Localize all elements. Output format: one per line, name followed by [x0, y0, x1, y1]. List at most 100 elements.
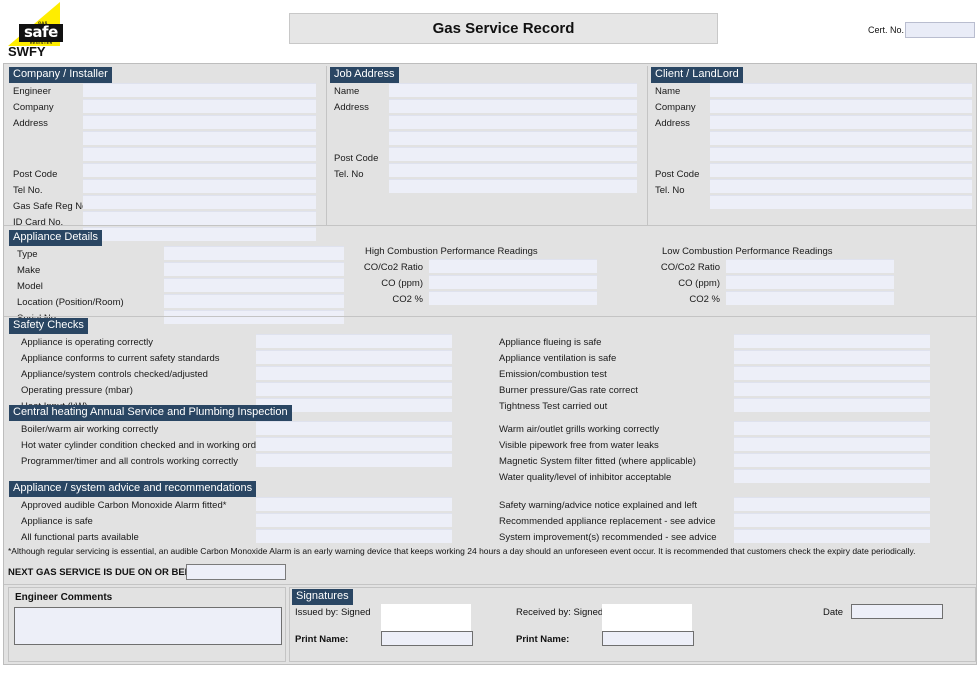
engineer-comments-heading: Engineer Comments	[15, 592, 113, 603]
input-heating-l3[interactable]	[256, 453, 452, 467]
signature-pad-issued-by[interactable]	[381, 604, 471, 632]
input-job-address-4[interactable]	[389, 147, 637, 161]
input-job-post-code[interactable]	[389, 163, 637, 177]
label-received-by-signed: Received by: Signed	[516, 607, 604, 618]
input-high-co-ppm[interactable]	[429, 275, 597, 289]
input-client-company[interactable]	[710, 99, 972, 113]
input-low-co2-percent[interactable]	[726, 291, 894, 305]
input-client-address-4[interactable]	[710, 163, 972, 177]
input-client-tel-no[interactable]	[710, 195, 972, 209]
input-heating-r2[interactable]	[734, 437, 930, 451]
input-advice-r1[interactable]	[734, 497, 930, 511]
input-advice-l1[interactable]	[256, 497, 452, 511]
label-id-card-no: ID Card No.	[13, 217, 64, 228]
label-safety-r2: Appliance ventilation is safe	[499, 353, 617, 364]
input-company-company[interactable]	[83, 99, 316, 113]
section-header-safety: Safety Checks	[9, 318, 88, 334]
label-issued-print-name: Print Name:	[295, 634, 349, 645]
signature-pad-received-by[interactable]	[602, 604, 692, 632]
label-high-co2-percent: CO2 %	[392, 294, 423, 305]
input-advice-r2[interactable]	[734, 513, 930, 527]
label-advice-r3: System improvement(s) recommended - see …	[499, 532, 717, 543]
input-company-address-2[interactable]	[83, 131, 316, 145]
input-client-post-code[interactable]	[710, 179, 972, 193]
input-safety-l2[interactable]	[256, 350, 452, 364]
label-high-co-co2-ratio: CO/Co2 Ratio	[363, 262, 423, 273]
label-heating-l1: Boiler/warm air working correctly	[21, 424, 159, 435]
label-high-co-ppm: CO (ppm)	[381, 278, 423, 289]
input-safety-r3[interactable]	[734, 366, 930, 380]
label-safety-l4: Operating pressure (mbar)	[21, 385, 133, 396]
input-safety-r2[interactable]	[734, 350, 930, 364]
label-low-co2-percent: CO2 %	[689, 294, 720, 305]
input-advice-l2[interactable]	[256, 513, 452, 527]
input-client-address-3[interactable]	[710, 147, 972, 161]
input-low-co-ppm[interactable]	[726, 275, 894, 289]
form-panel: Company / Installer Engineer Company Add…	[3, 63, 977, 665]
cert-no-input[interactable]	[905, 22, 975, 38]
page-title: Gas Service Record	[289, 13, 718, 44]
input-appliance-model[interactable]	[164, 278, 344, 292]
input-safety-r5[interactable]	[734, 398, 930, 412]
input-company-id-card-no[interactable]	[83, 227, 316, 241]
input-advice-r3[interactable]	[734, 529, 930, 543]
input-heating-l2[interactable]	[256, 437, 452, 451]
label-appliance-type: Type	[17, 249, 38, 260]
input-safety-l5[interactable]	[256, 398, 452, 412]
input-client-address-2[interactable]	[710, 131, 972, 145]
input-company-post-code[interactable]	[83, 179, 316, 193]
input-high-co-co2-ratio[interactable]	[429, 259, 597, 273]
input-heating-r1[interactable]	[734, 421, 930, 435]
input-appliance-serial[interactable]	[164, 310, 344, 324]
input-safety-l4[interactable]	[256, 382, 452, 396]
input-job-address-1[interactable]	[389, 99, 637, 113]
label-advice-l3: All functional parts available	[21, 532, 139, 543]
input-issued-print-name[interactable]	[381, 631, 473, 646]
label-safety-r1: Appliance flueing is safe	[499, 337, 602, 348]
label-heating-r2: Visible pipework free from water leaks	[499, 440, 659, 451]
input-low-co-co2-ratio[interactable]	[726, 259, 894, 273]
input-safety-r1[interactable]	[734, 334, 930, 348]
input-high-co2-percent[interactable]	[429, 291, 597, 305]
input-job-name[interactable]	[389, 83, 637, 97]
divider-1	[326, 66, 327, 226]
label-address: Address	[13, 118, 48, 129]
gas-safe-register-logo: GAS safe REGISTER SWFY	[8, 2, 70, 59]
label-company: Company	[13, 102, 54, 113]
footnote-text: *Although regular servicing is essential…	[8, 546, 916, 556]
logo-safe-text: safe	[19, 24, 63, 42]
input-appliance-make[interactable]	[164, 262, 344, 276]
input-appliance-location[interactable]	[164, 294, 344, 308]
input-job-address-3[interactable]	[389, 131, 637, 145]
label-client-post-code: Post Code	[655, 169, 700, 180]
label-safety-r5: Tightness Test carried out	[499, 401, 608, 412]
input-job-tel-no[interactable]	[389, 179, 637, 193]
input-company-address-1[interactable]	[83, 115, 316, 129]
input-company-address-4[interactable]	[83, 163, 316, 177]
input-company-gas-safe-reg[interactable]	[83, 211, 316, 225]
input-received-print-name[interactable]	[602, 631, 694, 646]
next-service-date-input[interactable]	[186, 564, 286, 580]
input-appliance-type[interactable]	[164, 246, 344, 260]
input-heating-l1[interactable]	[256, 421, 452, 435]
input-heating-r4[interactable]	[734, 469, 930, 483]
input-safety-l1[interactable]	[256, 334, 452, 348]
input-company-address-3[interactable]	[83, 147, 316, 161]
label-job-post-code: Post Code	[334, 153, 379, 164]
input-date[interactable]	[851, 604, 943, 619]
input-company-engineer[interactable]	[83, 83, 316, 97]
input-company-tel-no[interactable]	[83, 195, 316, 209]
divider-4	[4, 316, 976, 317]
input-safety-l3[interactable]	[256, 366, 452, 380]
engineer-comments-textarea[interactable]	[14, 607, 282, 645]
label-engineer: Engineer	[13, 86, 52, 97]
input-advice-l3[interactable]	[256, 529, 452, 543]
label-safety-r3: Emission/combustion test	[499, 369, 607, 380]
input-client-name[interactable]	[710, 83, 972, 97]
input-client-address-1[interactable]	[710, 115, 972, 129]
input-safety-r4[interactable]	[734, 382, 930, 396]
input-job-address-2[interactable]	[389, 115, 637, 129]
label-low-co-ppm: CO (ppm)	[678, 278, 720, 289]
input-heating-r3[interactable]	[734, 453, 930, 467]
